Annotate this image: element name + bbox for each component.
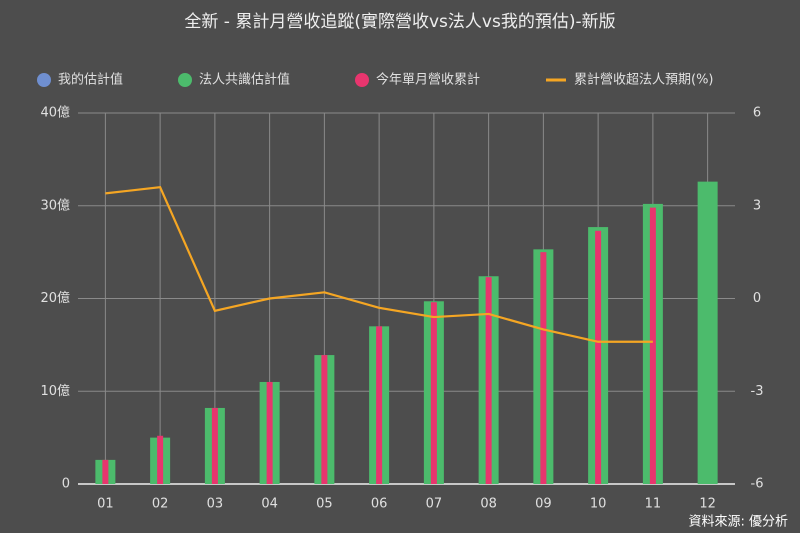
source: 資料來源: 優分析: [688, 515, 788, 530]
chart-title: 全新 - 累計月營收追蹤(實際營收vs法人vs我的預估)-新版: [184, 12, 615, 32]
y-tick-label: 30億: [40, 197, 70, 213]
legend-swatch: [37, 73, 51, 87]
x-tick-label: 10: [590, 497, 607, 512]
x-tick-label: 04: [261, 497, 278, 512]
x-tick-label: 03: [207, 497, 224, 512]
legend-label: 我的估計值: [58, 72, 123, 88]
y2-tick-label: 6: [753, 106, 761, 121]
y2-tick-label: -3: [751, 384, 764, 399]
bar: [102, 459, 109, 484]
legend-swatch: [178, 73, 192, 87]
x-tick-label: 05: [316, 497, 333, 512]
bar: [266, 381, 273, 484]
x-tick-label: 06: [371, 497, 388, 512]
legend-swatch: [355, 73, 369, 87]
x-tick-label: 02: [152, 497, 169, 512]
legend-label: 法人共識估計值: [199, 72, 290, 88]
y2-tick-label: 0: [753, 291, 761, 306]
legend-label: 累計營收超法人預期(%): [574, 72, 714, 88]
bar: [697, 181, 718, 484]
x-tick-label: 01: [97, 497, 114, 512]
y-tick-label: 0: [62, 477, 70, 492]
x-tick-label: 12: [699, 497, 716, 512]
y-tick-label: 10億: [40, 383, 70, 399]
y-tick-label: 20億: [40, 290, 70, 306]
bar: [376, 326, 383, 484]
legend-label: 今年單月營收累計: [376, 72, 480, 88]
bar: [211, 407, 218, 484]
bar: [321, 355, 328, 484]
x-tick-label: 09: [535, 497, 552, 512]
bar: [157, 435, 164, 484]
y-tick-label: 40億: [40, 105, 70, 121]
line: [105, 186, 653, 343]
y2-tick-label: 3: [753, 198, 761, 213]
x-tick-label: 08: [480, 497, 497, 512]
bar: [430, 302, 437, 484]
bar: [649, 207, 656, 485]
x-tick-label: 07: [426, 497, 443, 512]
y2-tick-label: -6: [751, 477, 764, 492]
x-tick-label: 11: [645, 497, 662, 512]
bar: [540, 252, 547, 484]
bar: [485, 277, 492, 484]
bar: [595, 230, 602, 484]
